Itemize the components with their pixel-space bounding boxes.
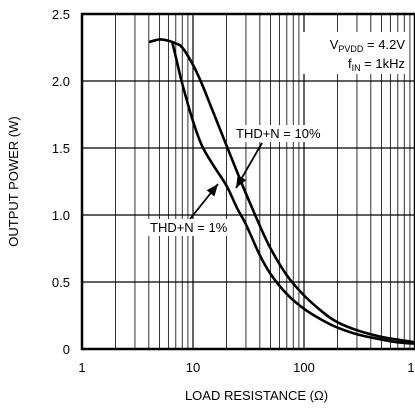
fin-sub: IN [352,63,361,73]
fin-main: f [348,56,352,71]
curves [148,38,415,345]
vpvdd-sub: PVDD [338,44,364,54]
y-tick-label: 0.5 [52,275,70,290]
tick-labels: 0 0.5 1.0 1.5 2.0 2.5 1 10 100 1 [52,7,415,375]
annotation-thd-10pct: THD+N = 10% [236,126,321,141]
series-line-thd-10pct [148,38,415,344]
x-tick-label: 100 [293,360,315,375]
plot-frame [80,12,415,351]
vpvdd-value: = 4.2V [363,37,405,52]
fin-value: = 1kHz [361,56,405,71]
annotation-1pct-background [148,219,230,236]
y-tick-label: 2.0 [52,74,70,89]
annotation-thd-1pct: THD+N = 1% [150,220,228,235]
annotation-10pct-background [234,125,323,142]
y-tick-label: 0 [63,342,70,357]
condition-supply-voltage: VPVDD = 4.2V [330,37,406,54]
x-tick-label: 1 [78,360,85,375]
y-tick-label: 1.5 [52,141,70,156]
annotation-1pct-arrowhead [206,184,218,197]
x-tick-label: 10 [186,360,200,375]
annotation-10pct-arrowhead [236,175,247,188]
y-tick-label: 1.0 [52,208,70,223]
y-axis-title: OUTPUT POWER (W) [6,116,21,246]
series-line-thd-1pct [170,41,415,345]
x-axis-title: LOAD RESISTANCE (Ω) [185,388,328,403]
y-tick-label: 2.5 [52,7,70,22]
x-tick-label: 1 [407,360,414,375]
condition-input-frequency: fIN = 1kHz [348,56,405,73]
conditions-background [300,32,408,74]
vpvdd-main: V [330,37,339,52]
